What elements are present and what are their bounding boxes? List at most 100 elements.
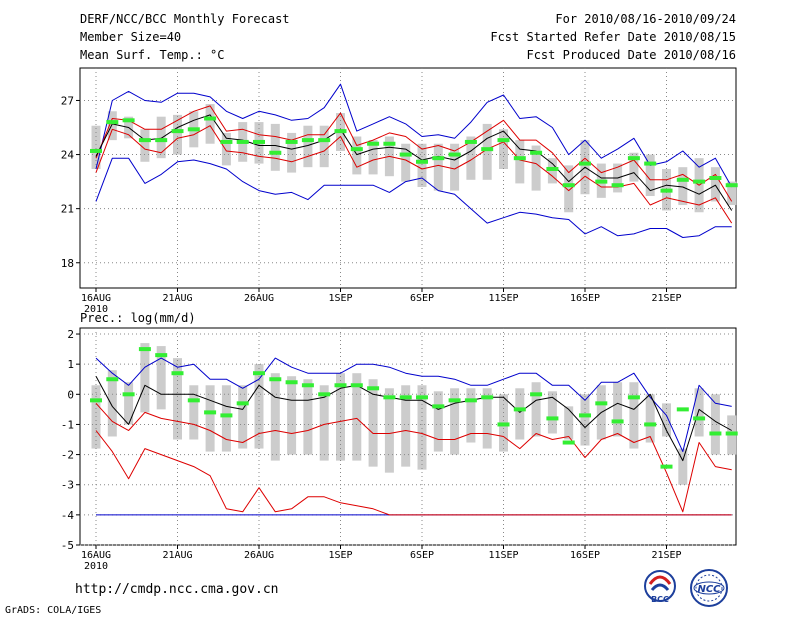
panel2-xtick-label: 1SEP: [328, 550, 352, 561]
panel2-median-mark: [660, 464, 673, 469]
panel2-box: [401, 385, 411, 467]
panel2-median-mark: [497, 422, 510, 427]
panel2-median-mark: [530, 392, 543, 397]
panel2-median-mark: [481, 395, 494, 400]
panel2-box: [238, 385, 248, 449]
panel1-box: [727, 181, 737, 206]
panel2-xtick-year: 2010: [84, 561, 108, 572]
panel1-median-mark: [350, 147, 363, 152]
panel2-median-mark: [90, 398, 102, 403]
panel1-median-mark: [595, 179, 608, 184]
panel2-box: [710, 394, 720, 455]
panel1-ytick-label: 24: [61, 149, 75, 162]
panel2-box: [352, 373, 362, 461]
panel2-median-mark: [448, 398, 461, 403]
panel1-box: [352, 136, 362, 175]
panel2-median-mark: [122, 392, 135, 397]
panel1-box: [221, 132, 231, 166]
panel2-box: [254, 364, 264, 449]
panel1-xtick-label: 16AUG: [81, 293, 111, 304]
panel2-median-mark: [562, 440, 575, 445]
panel1-median-mark: [611, 183, 624, 188]
panel2-xtick-label: 11SEP: [488, 550, 518, 561]
panel2-xtick-label: 16SEP: [570, 550, 600, 561]
panel2-box: [221, 385, 231, 452]
panel1-median-mark: [138, 138, 151, 143]
panel2-ytick-label: 2: [67, 328, 74, 341]
panel2-box: [140, 343, 150, 413]
panel2-median-mark: [627, 395, 640, 400]
bcc-logo-text: BCC: [651, 595, 669, 604]
panel2-median-mark: [220, 413, 233, 418]
panel2-box: [384, 388, 394, 473]
panel2-series-max: [95, 357, 732, 453]
prec-label: Prec.: log(mm/d): [80, 311, 196, 325]
panel1-median-mark: [383, 141, 396, 146]
panel2-median-mark: [579, 413, 591, 418]
panel2-box: [205, 385, 215, 452]
panel2-ytick-label: 0: [67, 388, 74, 401]
panel1-series-max: [95, 157, 732, 238]
panel1-box: [270, 123, 280, 171]
panel1-median-mark: [253, 139, 265, 144]
panel1-median-mark: [497, 138, 510, 143]
panel2-median-mark: [138, 347, 151, 352]
panel1-box: [678, 167, 688, 206]
panel2-median-mark: [595, 401, 608, 406]
panel2-series-lower: [95, 402, 732, 513]
panel1-median-mark: [269, 150, 282, 155]
panel1-xtick-label: 6SEP: [410, 293, 434, 304]
panel2-median-mark: [464, 398, 477, 403]
panel2-ytick-label: -4: [61, 509, 75, 522]
panel1-xtick-label: 16SEP: [570, 293, 600, 304]
panel2-box: [189, 385, 199, 440]
panel2-median-mark: [367, 386, 380, 391]
panel2-median-mark: [350, 383, 363, 388]
panel1-xtick-label: 21AUG: [162, 293, 192, 304]
panel2-median-mark: [399, 395, 412, 400]
panel2-ytick-label: 1: [67, 358, 74, 371]
panel2-box: [531, 382, 541, 437]
panel2-median-mark: [709, 431, 722, 436]
panel1-box: [140, 129, 150, 162]
panel1-xtick-label: 11SEP: [488, 293, 518, 304]
panel2-median-mark: [383, 395, 396, 400]
panel2-box: [613, 382, 623, 437]
panel1-median-mark: [367, 141, 380, 146]
panel2-median-mark: [334, 383, 347, 388]
panel2-box: [466, 388, 476, 443]
panel2-median-mark: [204, 410, 217, 415]
panel2-xtick-label: 26AUG: [244, 550, 274, 561]
panel2-ytick-label: -3: [61, 479, 74, 492]
panel1-median-mark: [513, 156, 526, 161]
panel1-median-mark: [155, 138, 168, 143]
panel1-median-mark: [579, 161, 591, 166]
panel1-median-mark: [644, 161, 657, 166]
panel1-series-upper: [95, 105, 733, 202]
panel2-box: [368, 379, 378, 467]
panel1-series-lower: [95, 125, 733, 224]
panel2-median-mark: [416, 395, 428, 400]
panel2-box: [303, 379, 313, 455]
panel1-box: [319, 125, 329, 168]
panel2-ytick-label: -2: [61, 449, 74, 462]
panel2-median-mark: [301, 383, 314, 388]
panel1-box: [433, 143, 443, 191]
panel1-xtick-label: 1SEP: [328, 293, 352, 304]
panel1-box: [450, 143, 460, 191]
variable-label: Mean Surf. Temp.: °C: [80, 48, 225, 62]
source-url[interactable]: http://cmdp.ncc.cma.gov.cn: [75, 582, 279, 597]
panel1-median-mark: [106, 120, 119, 125]
panel2-box: [482, 388, 492, 449]
panel1-xtick-year: 2010: [84, 304, 108, 315]
panel1-median-mark: [660, 188, 673, 193]
panel2-box: [629, 382, 639, 449]
panel2-box: [515, 388, 525, 440]
panel1-box: [368, 140, 378, 175]
panel2-median-mark: [269, 377, 282, 382]
panel2-median-mark: [513, 407, 526, 412]
member-size: Member Size=40: [80, 30, 182, 44]
panel1-median-mark: [204, 116, 217, 121]
fcst-produced-date: Fcst Produced Date 2010/08/16: [526, 48, 736, 62]
